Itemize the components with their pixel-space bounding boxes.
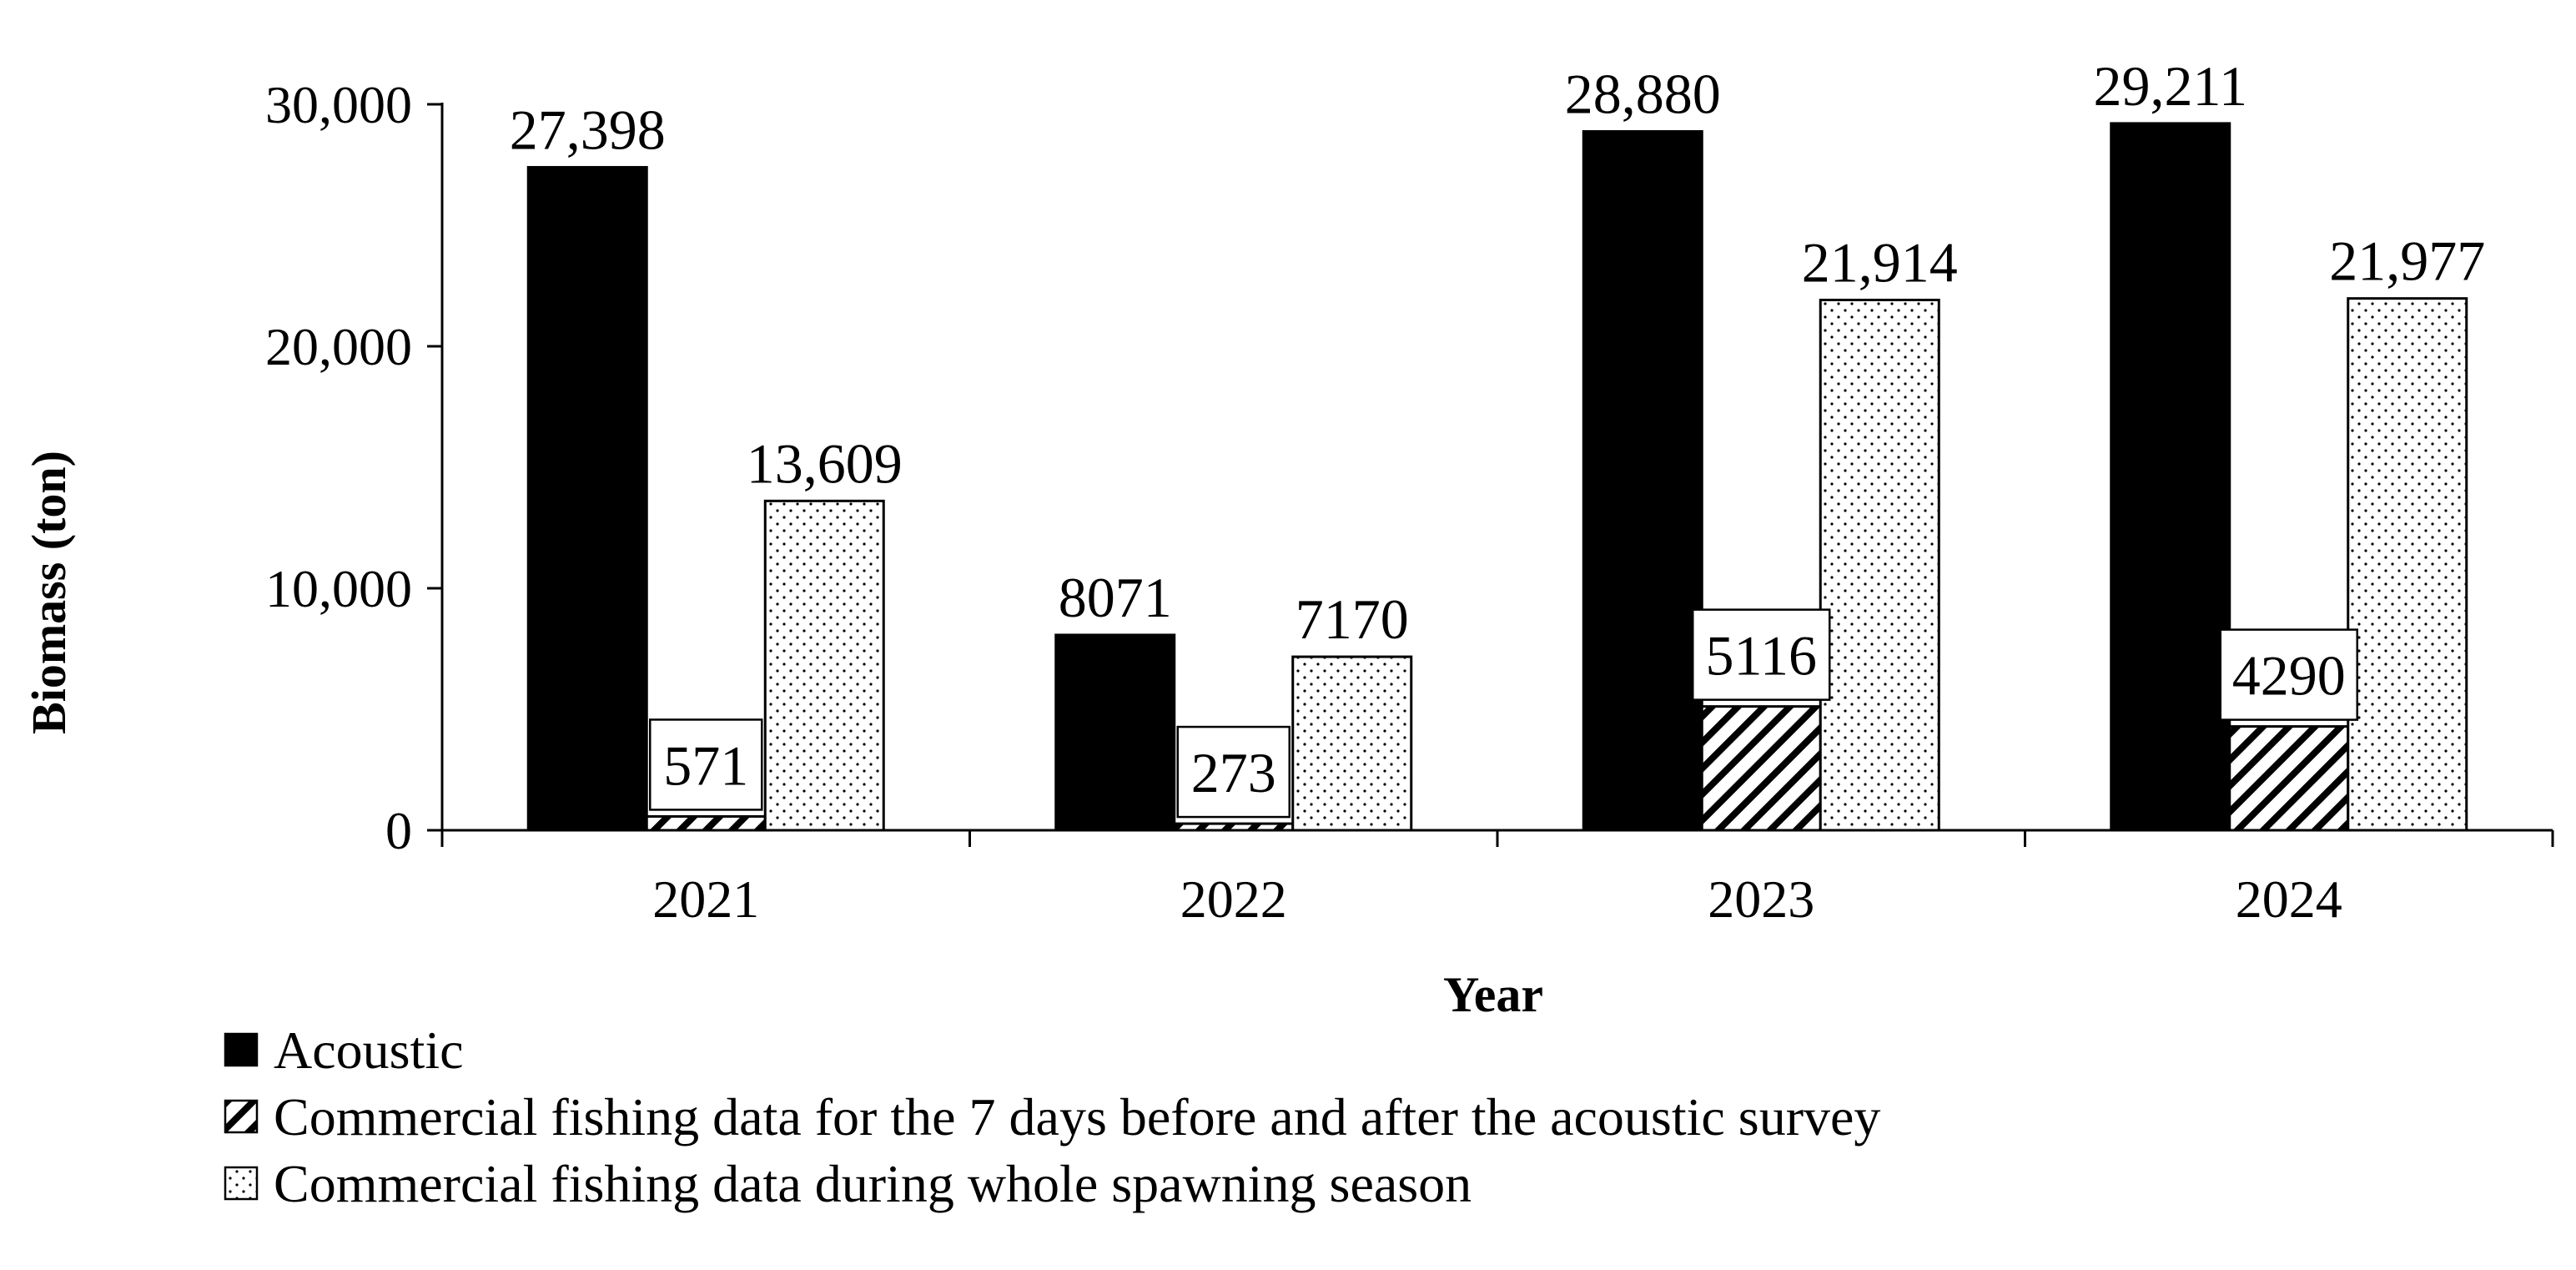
data-label-box <box>2219 628 2358 721</box>
legend-swatch-solid <box>224 1032 259 1067</box>
bar-diagonal-hatch-2022 <box>1173 822 1295 832</box>
bar-solid-2021 <box>526 165 648 832</box>
data-label: 7170 <box>1296 587 1409 651</box>
legend: Acoustic Commercial fishing data for the … <box>224 1021 1880 1213</box>
data-label: 29,211 <box>2094 54 2247 118</box>
data-label: 21,914 <box>1802 230 1958 294</box>
bar-solid-2023 <box>1582 129 1703 832</box>
y-axis-title: Biomass (ton) <box>22 451 76 734</box>
bars <box>526 122 2468 832</box>
data-label-box <box>1692 608 1831 701</box>
bar-diagonal-hatch-2024 <box>2228 725 2350 832</box>
y-tick-label: 30,000 <box>265 75 412 134</box>
data-label: 8071 <box>1059 566 1172 629</box>
data-label: 27,398 <box>510 98 666 161</box>
legend-label: Commercial fishing data for the 7 days b… <box>274 1087 1880 1147</box>
x-tick-label: 2021 <box>652 869 759 929</box>
data-label: 571 <box>663 733 748 797</box>
bar-solid-2024 <box>2110 122 2231 832</box>
data-label: 28,880 <box>1565 62 1721 125</box>
data-label-box <box>649 718 763 811</box>
legend-swatch-dots <box>224 1166 259 1201</box>
data-label: 4290 <box>2232 644 2346 708</box>
bar-dots-2021 <box>763 499 885 832</box>
bar-diagonal-hatch-2021 <box>645 814 767 832</box>
x-tick-label: 2023 <box>1708 869 1814 929</box>
bar-solid-2022 <box>1054 633 1176 832</box>
data-label: 5116 <box>1706 624 1817 688</box>
y-tick-label: 10,000 <box>265 559 412 618</box>
data-labels: 27,398 8071 28,880 29,211 571 273 5116 4290 13,6… <box>510 54 2485 819</box>
bar-dots-2024 <box>2347 297 2468 832</box>
data-label-box <box>1176 725 1291 819</box>
legend-swatch-diagonal-hatch <box>224 1099 259 1134</box>
legend-label: Acoustic <box>274 1021 464 1080</box>
y-tick-label: 0 <box>385 801 412 860</box>
data-label: 21,977 <box>2329 229 2485 293</box>
x-tick-label: 2022 <box>1180 869 1287 929</box>
data-label: 13,609 <box>747 431 903 495</box>
axes: 0 10,000 20,000 30,000 2021 2022 2023 2024 <box>265 75 2554 929</box>
x-tick-label: 2024 <box>2236 869 2342 929</box>
x-axis-title: Year <box>1443 967 1543 1022</box>
bar-dots-2022 <box>1291 655 1413 832</box>
legend-label: Commercial fishing data during whole spa… <box>274 1154 1472 1213</box>
data-label: 273 <box>1191 741 1276 804</box>
y-tick-label: 20,000 <box>265 317 412 376</box>
bar-diagonal-hatch-2023 <box>1700 705 1822 832</box>
bar-dots-2023 <box>1819 298 1940 832</box>
